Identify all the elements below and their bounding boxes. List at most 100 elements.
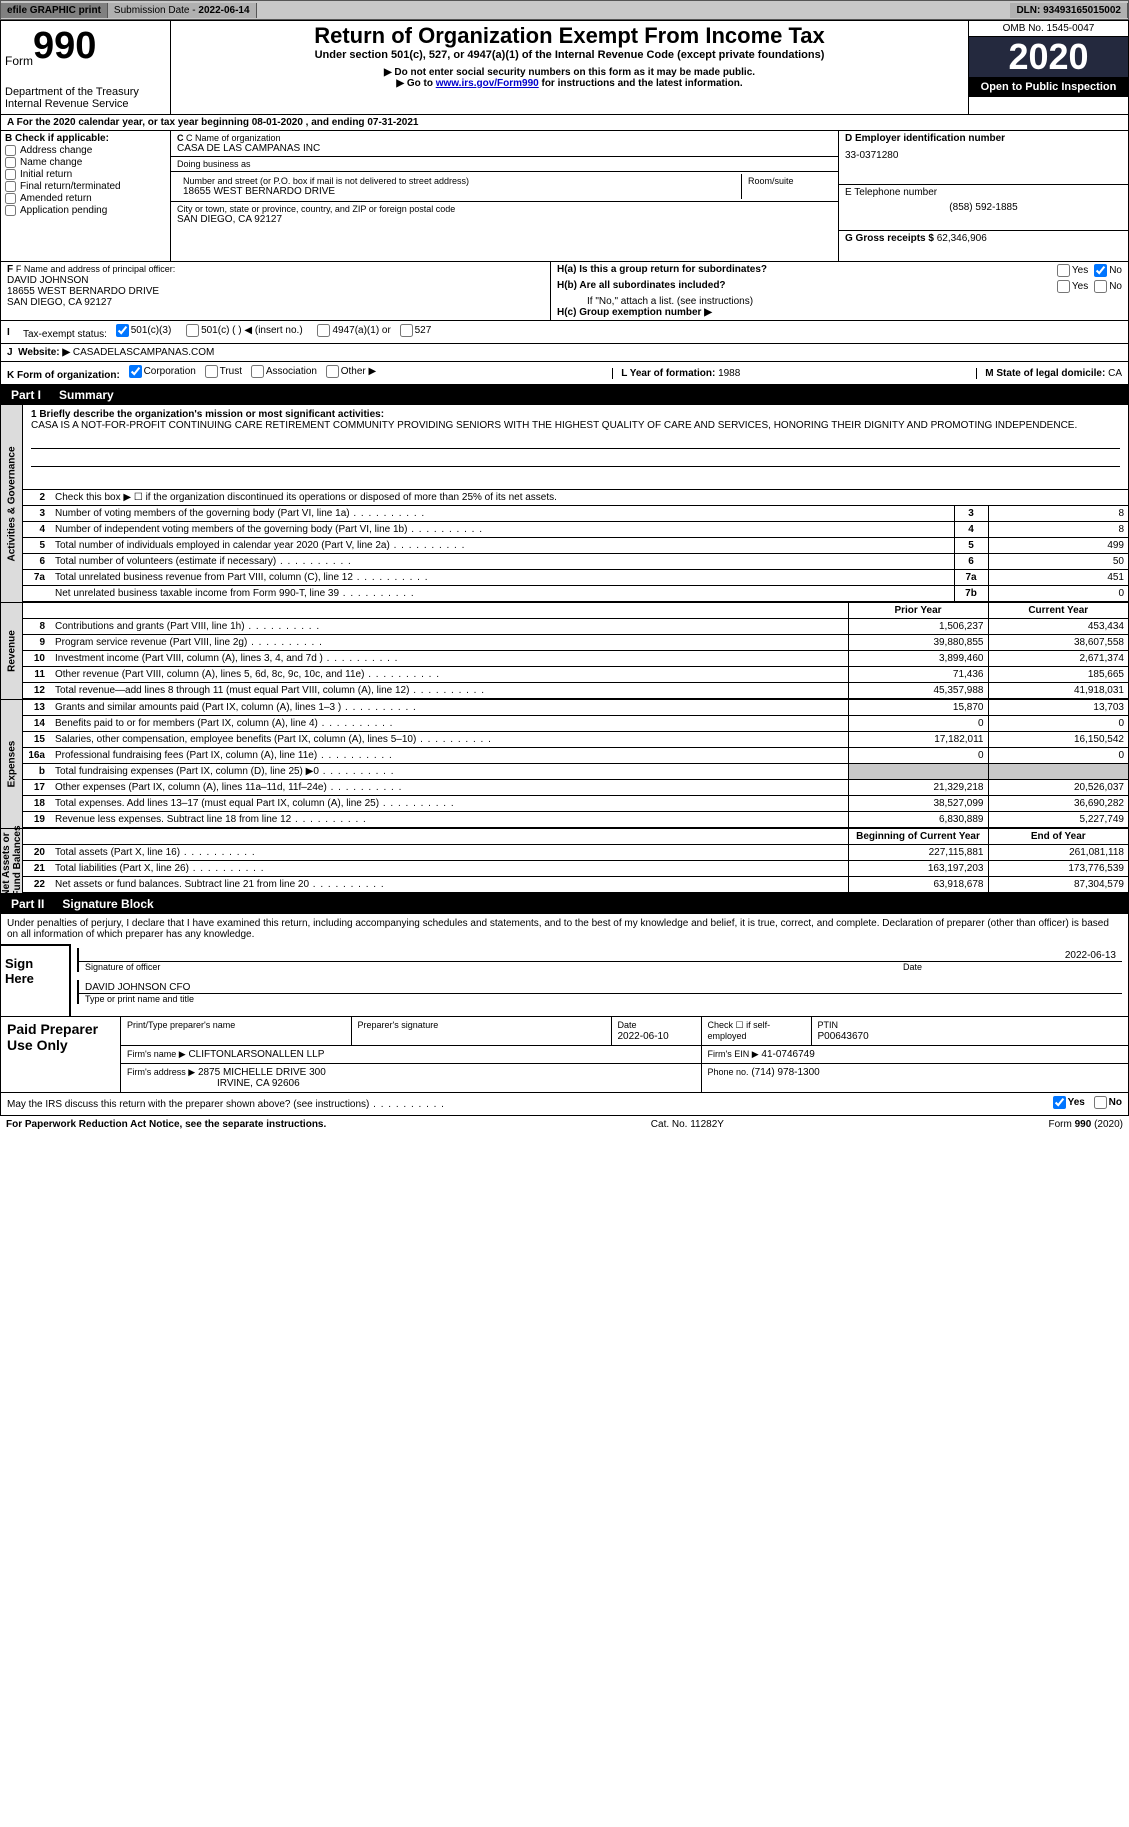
na-section: Net Assets or Fund Balances Beginning of…: [0, 829, 1129, 894]
mission-label: 1 Briefly describe the organization's mi…: [31, 409, 384, 420]
row-desc: Total expenses. Add lines 13–17 (must eq…: [51, 796, 848, 812]
irs-link[interactable]: www.irs.gov/Form990: [436, 78, 539, 89]
part1-title: Summary: [51, 386, 1128, 404]
dba-label: Doing business as: [177, 159, 832, 169]
gov-desc: Net unrelated business taxable income fr…: [51, 586, 954, 602]
ha-no[interactable]: [1094, 264, 1107, 277]
row-ln: 17: [23, 780, 51, 796]
lbl-amended: Amended return: [20, 193, 92, 204]
part2-title: Signature Block: [54, 895, 1128, 913]
chk-501c3[interactable]: [116, 324, 129, 337]
row-ln: 14: [23, 716, 51, 732]
chk-assoc[interactable]: [251, 365, 264, 378]
footer-row: For Paperwork Reduction Act Notice, see …: [0, 1116, 1129, 1133]
chk-4947[interactable]: [317, 324, 330, 337]
instr-goto: ▶ Go to www.irs.gov/Form990 for instruct…: [177, 78, 962, 89]
row-prior: 45,357,988: [848, 683, 988, 699]
row-curr: 453,434: [988, 619, 1128, 635]
row-prior: 1,506,237: [848, 619, 988, 635]
chk-other[interactable]: [326, 365, 339, 378]
prep-name-label: Print/Type preparer's name: [127, 1020, 235, 1030]
firm-ein-label: Firm's EIN ▶: [708, 1049, 759, 1059]
part1-header: Part I Summary: [0, 385, 1129, 405]
hb-no[interactable]: [1094, 280, 1107, 293]
row-prior: 3,899,460: [848, 651, 988, 667]
firm-ein: 41-0746749: [761, 1049, 814, 1060]
efile-print[interactable]: efile GRAPHIC print: [1, 3, 108, 18]
lbl-corp: Corporation: [144, 366, 196, 377]
vlabel-exp-text: Expenses: [6, 741, 17, 788]
officer-label: F Name and address of principal officer:: [16, 264, 175, 274]
phone-value: (858) 592-1885: [845, 202, 1122, 213]
ha-yes[interactable]: [1057, 264, 1070, 277]
chk-app-pending[interactable]: [5, 205, 16, 216]
dln-label: DLN:: [1016, 5, 1043, 16]
gov-box: 5: [954, 538, 988, 554]
sign-here-label: Sign Here: [1, 944, 71, 1016]
chk-501c[interactable]: [186, 324, 199, 337]
lbl-address-change: Address change: [20, 145, 92, 156]
chk-trust[interactable]: [205, 365, 218, 378]
chk-final-return[interactable]: [5, 181, 16, 192]
prep-sig-label: Preparer's signature: [358, 1020, 439, 1030]
row-ln: 9: [23, 635, 51, 651]
chk-initial-return[interactable]: [5, 169, 16, 180]
gov-val: 8: [988, 522, 1128, 538]
gov-ln: 4: [23, 522, 51, 538]
gov-val: 499: [988, 538, 1128, 554]
gov-table: 2Check this box ▶ ☐ if the organization …: [23, 490, 1128, 602]
row-curr: 87,304,579: [988, 877, 1128, 893]
row-ln: b: [23, 764, 51, 780]
gov-ln: 3: [23, 506, 51, 522]
col-prior: Prior Year: [848, 603, 988, 619]
chk-address-change[interactable]: [5, 145, 16, 156]
form-id-block: Form990 Department of the Treasury Inter…: [1, 21, 171, 114]
ruled-1: [31, 435, 1120, 449]
row-desc: Program service revenue (Part VIII, line…: [51, 635, 848, 651]
row-curr: 13,703: [988, 700, 1128, 716]
row-desc: Total fundraising expenses (Part IX, col…: [51, 764, 848, 780]
vlabel-gov: Activities & Governance: [1, 405, 23, 602]
city-value: SAN DIEGO, CA 92127: [177, 214, 832, 225]
tax-period-row: A For the 2020 calendar year, or tax yea…: [0, 115, 1129, 131]
row-prior: 0: [848, 748, 988, 764]
row-prior: 6,830,889: [848, 812, 988, 828]
sig-name-label: Type or print name and title: [77, 994, 1122, 1004]
gov-desc: Total unrelated business revenue from Pa…: [51, 570, 954, 586]
row-ln: 8: [23, 619, 51, 635]
gov-box: 6: [954, 554, 988, 570]
chk-corp[interactable]: [129, 365, 142, 378]
discuss-no[interactable]: [1094, 1096, 1107, 1109]
firm-name: CLIFTONLARSONALLEN LLP: [188, 1049, 324, 1060]
row-ln: 20: [23, 845, 51, 861]
box-c: C C Name of organization CASA DE LAS CAM…: [171, 131, 838, 261]
chk-amended[interactable]: [5, 193, 16, 204]
ptin-label: PTIN: [818, 1020, 839, 1030]
row-j: J Website: ▶ CASADELASCAMPANAS.COM: [0, 344, 1129, 362]
footer-mid: Cat. No. 11282Y: [651, 1119, 724, 1130]
part2-header: Part II Signature Block: [0, 894, 1129, 914]
chk-name-change[interactable]: [5, 157, 16, 168]
rev-table: Prior YearCurrent Year8Contributions and…: [23, 603, 1128, 699]
footer-left: For Paperwork Reduction Act Notice, see …: [6, 1119, 326, 1130]
dln-value: 93493165015002: [1043, 5, 1121, 16]
row-curr: 185,665: [988, 667, 1128, 683]
row-klm: K Form of organization: Corporation Trus…: [0, 362, 1129, 385]
gov-ln: 2: [23, 490, 51, 506]
tax-status-label: Tax-exempt status:: [23, 329, 107, 340]
firm-addr-label: Firm's address ▶: [127, 1067, 195, 1077]
firm-name-label: Firm's name ▶: [127, 1049, 186, 1059]
chk-527[interactable]: [400, 324, 413, 337]
gov-ln: 5: [23, 538, 51, 554]
box-b: B Check if applicable: Address change Na…: [1, 131, 171, 261]
vlabel-na-text: Net Assets or Fund Balances: [1, 825, 23, 896]
hb-yes[interactable]: [1057, 280, 1070, 293]
row-prior: 39,880,855: [848, 635, 988, 651]
row-i: I Tax-exempt status: 501(c)(3) 501(c) ( …: [0, 321, 1129, 344]
row-prior: 21,329,218: [848, 780, 988, 796]
discuss-yes[interactable]: [1053, 1096, 1066, 1109]
box-f: F F Name and address of principal office…: [1, 262, 551, 320]
part1-num: Part I: [1, 386, 51, 404]
gross-label: G Gross receipts $: [845, 233, 934, 244]
col-curr: Current Year: [988, 603, 1128, 619]
